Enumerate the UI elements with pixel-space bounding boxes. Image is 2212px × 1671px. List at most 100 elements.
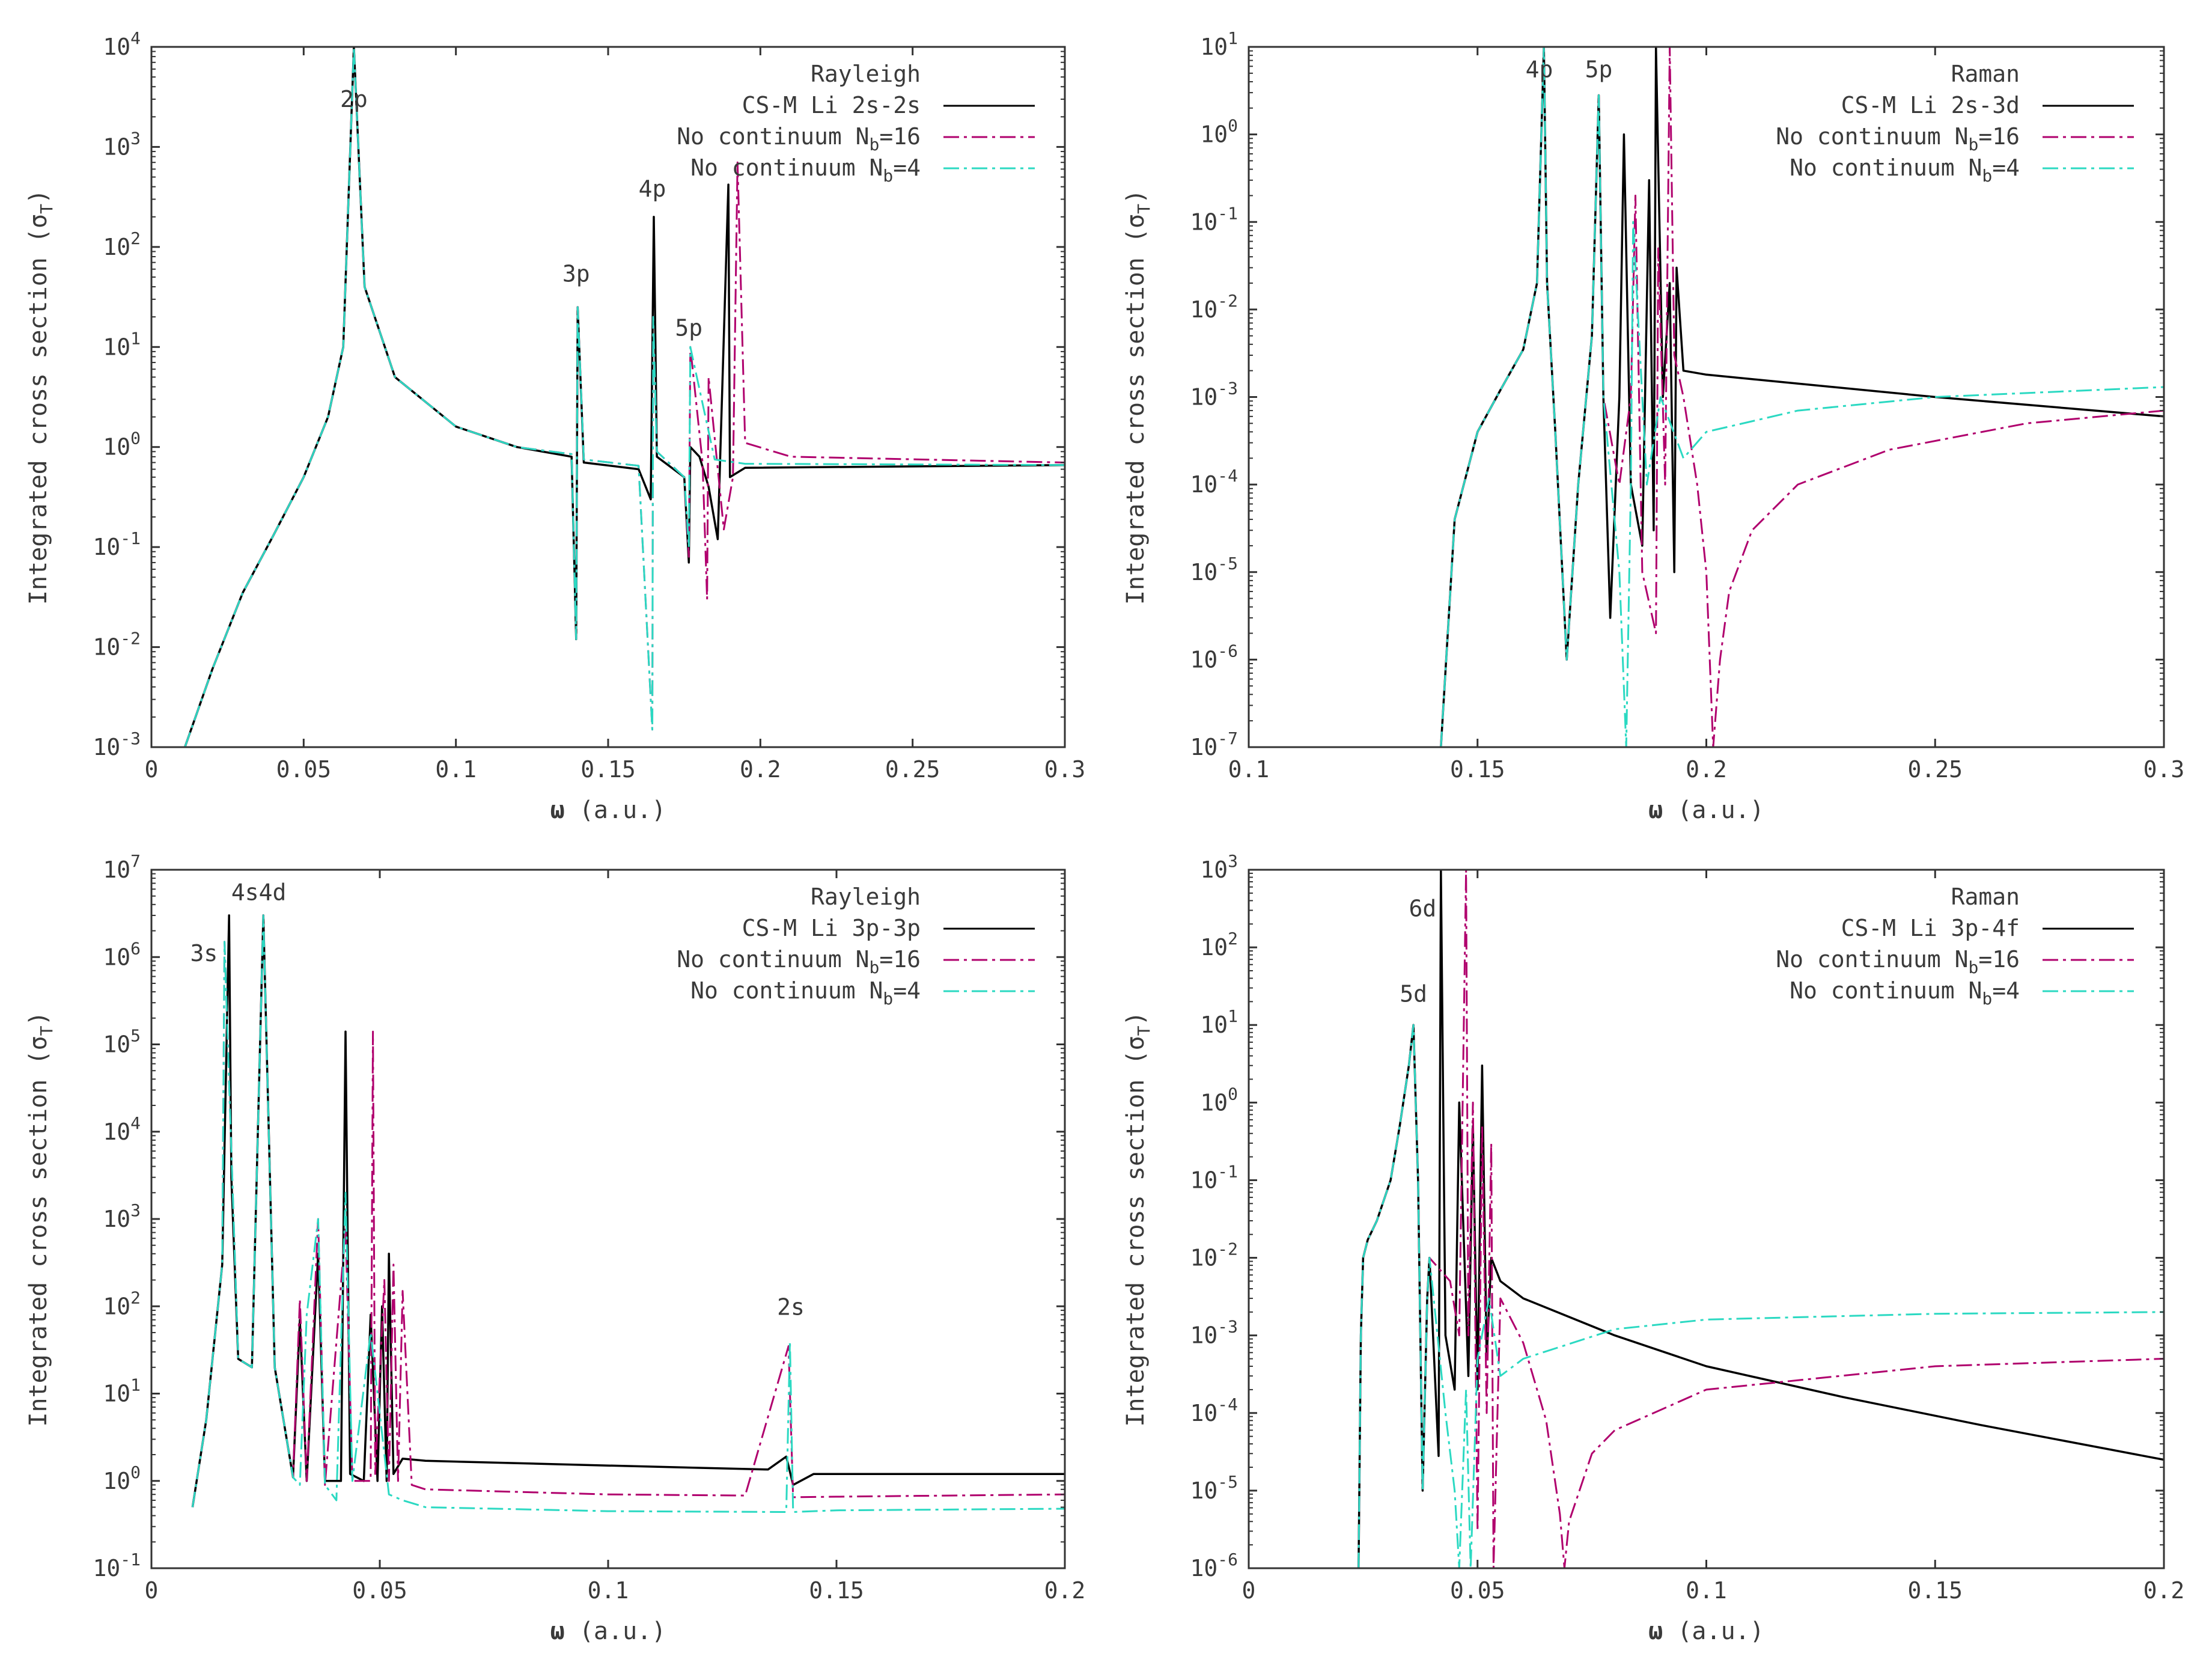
y-tick-exponent: 1 [130, 328, 141, 348]
legend-label: No continuum N [1776, 946, 1968, 973]
peak-label-6d: 6d [1409, 896, 1436, 922]
legend-label: CS-M Li 3p-4f [1841, 915, 2020, 941]
peak-label-4s4d: 4s4d [231, 879, 287, 905]
y-tick-mantissa: 10 [1190, 471, 1218, 498]
y-tick-exponent: -6 [1217, 641, 1238, 661]
y-tick-label: 10-3 [93, 729, 141, 760]
y-tick-mantissa: 10 [1190, 384, 1218, 411]
y-label-subscript: T [1134, 1025, 1154, 1036]
y-tick-exponent: 2 [130, 228, 141, 248]
y-tick-mantissa: 10 [1190, 1400, 1218, 1426]
y-tick-exponent: -2 [120, 629, 141, 649]
x-tick-label: 0 [1242, 1577, 1256, 1604]
legend-subscript: b [1969, 958, 1979, 977]
y-tick-mantissa: 10 [103, 234, 130, 260]
y-tick-label: 10-5 [1190, 554, 1238, 585]
y-tick-exponent: 7 [130, 851, 141, 871]
y-label-close: ) [1122, 189, 1150, 204]
y-tick-mantissa: 10 [103, 334, 130, 360]
legend-value: =16 [879, 946, 921, 973]
legend-value: =16 [879, 123, 921, 150]
y-tick-label: 101 [103, 1375, 141, 1407]
y-tick-label: 10-3 [1190, 1317, 1238, 1349]
x-tick-label: 0.3 [1044, 756, 1086, 783]
y-label-subscript: T [1134, 204, 1154, 214]
legend-entry-cs: CS-M Li 2s-3d [1841, 92, 2020, 118]
x-tick-label: 0.25 [885, 756, 940, 783]
legend-label: CS-M Li 3p-3p [742, 915, 921, 941]
y-tick-mantissa: 10 [103, 434, 130, 460]
y-tick-mantissa: 10 [103, 857, 130, 883]
y-tick-label: 10-2 [93, 629, 141, 661]
y-tick-exponent: 1 [130, 1375, 141, 1395]
legend-subscript: b [883, 989, 893, 1009]
plot-frame [150, 869, 1066, 1569]
peak-label-5p: 5p [1585, 57, 1613, 83]
y-tick-label: 101 [1200, 1006, 1238, 1038]
y-tick-mantissa: 10 [1190, 1555, 1218, 1581]
x-tick-label: 0.2 [1686, 756, 1727, 783]
y-tick-label: 104 [103, 1113, 141, 1145]
series-line-cs [1357, 870, 2164, 1568]
series-line-nb16 [184, 47, 1065, 747]
legend-entry-nb4: No continuum Nb=4 [1790, 977, 2020, 1009]
y-tick-exponent: -1 [120, 1550, 141, 1569]
y-tick-label: 10-1 [1190, 203, 1238, 235]
y-tick-exponent: -1 [1217, 1161, 1238, 1181]
y-tick-exponent: 4 [130, 1113, 141, 1133]
x-tick-label: 0.1 [435, 756, 477, 783]
y-tick-mantissa: 10 [93, 1555, 121, 1581]
plot-frame [1248, 869, 2165, 1569]
series-line-nb4 [191, 914, 1065, 1513]
y-tick-label: 10-2 [1190, 1239, 1238, 1271]
y-tick-label: 103 [103, 128, 141, 160]
legend-value: =16 [1978, 123, 2020, 150]
peak-label-4p: 4p [639, 176, 666, 202]
y-tick-label: 102 [1200, 929, 1238, 961]
x-tick-label: 0.15 [1450, 756, 1505, 783]
y-tick-mantissa: 10 [93, 734, 121, 760]
legend-value: =4 [1992, 154, 2020, 181]
x-tick-label: 0.05 [1450, 1577, 1505, 1604]
y-tick-mantissa: 10 [103, 1119, 130, 1145]
legend-label: No continuum N [690, 977, 883, 1004]
y-tick-mantissa: 10 [103, 1031, 130, 1058]
legend-entry-nb16: No continuum Nb=16 [677, 123, 921, 154]
x-tick-label: 0.15 [1907, 1577, 1963, 1604]
y-tick-label: 10-1 [1190, 1161, 1238, 1193]
legend-entry-nb16: No continuum Nb=16 [1776, 946, 2020, 977]
y-tick-label: 107 [103, 851, 141, 883]
series-line-cs [184, 47, 1065, 747]
peak-label-2p: 2p [340, 86, 368, 112]
y-axis-label: Integrated cross section (σT) [25, 189, 56, 605]
legend-entry-cs: CS-M Li 3p-4f [1841, 915, 2020, 941]
y-tick-exponent: -7 [1217, 729, 1238, 748]
series-line-nb4 [1440, 47, 2164, 747]
y-tick-label: 10-3 [1190, 379, 1238, 411]
y-tick-label: 10-6 [1190, 1550, 1238, 1581]
x-tick-label: 0.15 [580, 756, 636, 783]
y-label-subscript: T [37, 1025, 56, 1036]
y-tick-exponent: 4 [130, 28, 141, 48]
y-tick-label: 103 [1200, 851, 1238, 883]
panel-rayleigh-2s-2s: 0 0.05 0.1 0.15 0.2 0.25 0.310-310-210-1100101… [25, 28, 1085, 824]
y-tick-exponent: 1 [1228, 1006, 1238, 1026]
legend-label: No continuum N [690, 154, 883, 181]
legend-entry-nb16: No continuum Nb=16 [1776, 123, 2020, 154]
y-tick-exponent: 3 [130, 128, 141, 148]
y-label-text: Integrated cross section (σ [1122, 1036, 1150, 1426]
y-tick-exponent: 0 [1228, 1084, 1238, 1104]
y-label-close: ) [1122, 1011, 1150, 1025]
legend-entry-nb16: No continuum Nb=16 [677, 946, 921, 977]
legend-label: No continuum N [677, 123, 869, 150]
x-units: (a.u.) [565, 1618, 666, 1645]
y-tick-mantissa: 10 [1190, 1322, 1218, 1349]
legend-label: CS-M Li 2s-2s [742, 92, 921, 118]
y-label-text: Integrated cross section (σ [25, 1036, 52, 1426]
y-tick-mantissa: 10 [1200, 934, 1228, 961]
omega-symbol: ω [1648, 1618, 1663, 1645]
y-tick-label: 102 [103, 1288, 141, 1319]
peak-label-5d: 5d [1400, 980, 1427, 1007]
y-tick-exponent: -5 [1217, 1472, 1238, 1492]
